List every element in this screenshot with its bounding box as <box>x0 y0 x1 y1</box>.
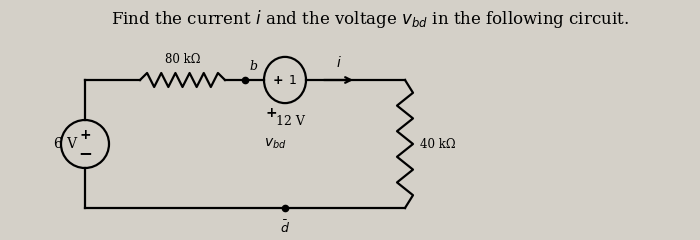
Text: $\mathit{i}$: $\mathit{i}$ <box>335 55 342 70</box>
Text: 6 V: 6 V <box>54 137 77 151</box>
Text: 1: 1 <box>289 73 297 86</box>
Text: Find the current $\mathit{i}$ and the voltage $v_{bd}$ in the following circuit.: Find the current $\mathit{i}$ and the vo… <box>111 8 629 30</box>
Text: +: + <box>79 128 91 142</box>
Text: −: − <box>78 144 92 162</box>
Text: $\bar{d}$: $\bar{d}$ <box>280 219 290 235</box>
Text: $\mathit{v}_{bd}$: $\mathit{v}_{bd}$ <box>264 137 286 151</box>
Text: 12 V: 12 V <box>276 115 304 128</box>
Text: 40 kΩ: 40 kΩ <box>420 138 456 150</box>
Text: +: + <box>273 73 284 86</box>
Text: b: b <box>249 60 257 73</box>
Text: +: + <box>265 106 276 120</box>
Text: 80 kΩ: 80 kΩ <box>164 53 200 66</box>
